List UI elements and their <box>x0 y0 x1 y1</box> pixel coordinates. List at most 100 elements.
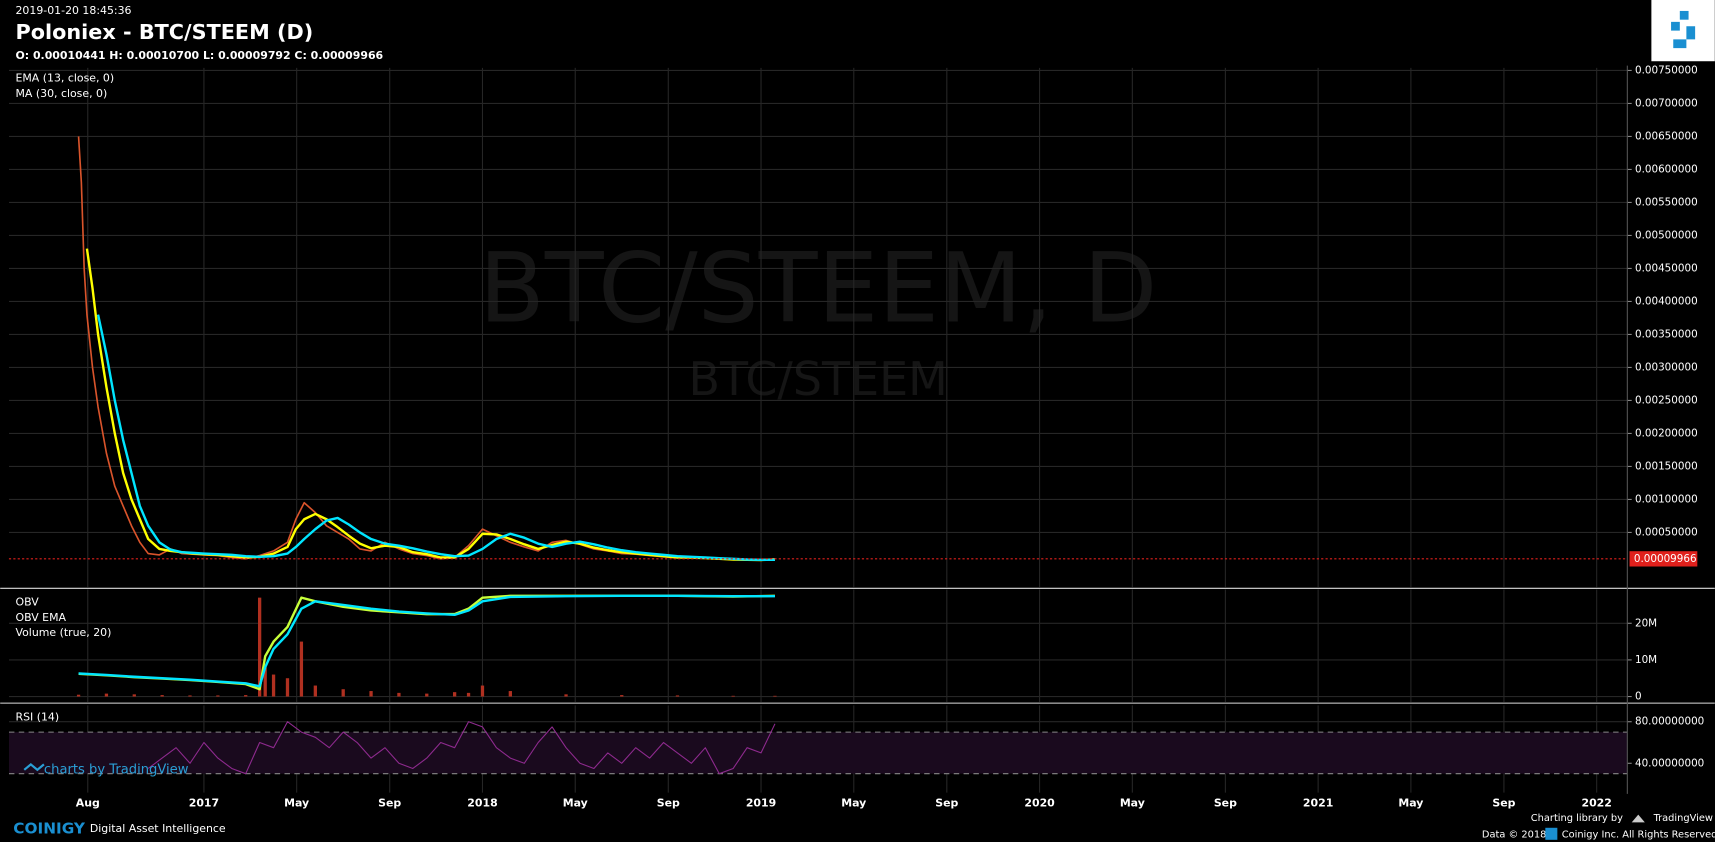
y-tick-label: 0.00300000 <box>1635 361 1698 373</box>
coinigy-logo <box>1651 0 1715 62</box>
volume-bar <box>104 693 109 697</box>
x-tick-label: May <box>1398 797 1423 810</box>
x-tick-label: May <box>841 797 866 810</box>
volume-bar <box>466 692 471 697</box>
x-tick-label: Sep <box>935 797 958 810</box>
line <box>96 314 775 562</box>
volume-bar <box>480 685 485 697</box>
volume-bar <box>564 694 568 697</box>
legend-entry: Volume (true, 20) <box>16 626 112 639</box>
volume-bar <box>244 695 248 697</box>
y-tick-label: 0.00150000 <box>1635 460 1698 472</box>
y-tick-label: 0.00550000 <box>1635 196 1698 208</box>
volume-bar <box>160 695 164 697</box>
y-tick-label: 40.00000000 <box>1635 757 1704 769</box>
volume-bar <box>731 695 735 697</box>
tv-icon <box>1631 814 1645 823</box>
y-tick-label: 10M <box>1635 654 1657 666</box>
legend-entry: OBV <box>16 596 40 609</box>
volume-bar <box>285 678 290 697</box>
ohlc: O: 0.00010441 H: 0.00010700 L: 0.0000979… <box>16 49 384 62</box>
y-tick-label: 0.00250000 <box>1635 394 1698 406</box>
y-tick-label: 0.00050000 <box>1635 526 1698 538</box>
legend-entry: OBV EMA <box>16 611 67 624</box>
volume-bar <box>188 695 192 697</box>
x-tick-label: May <box>284 797 309 810</box>
logo-square <box>1679 10 1689 20</box>
volume-bar <box>257 597 262 697</box>
volume-bar <box>425 693 429 697</box>
y-tick-label: 80.00000000 <box>1635 716 1704 728</box>
plot-layer: 0.00050000 0.00100000 0.00150000 0.00200000… <box>8 64 1704 810</box>
y-tick-label: 0.00600000 <box>1635 163 1698 175</box>
volume-bar <box>508 691 512 697</box>
last-price-box <box>1629 551 1698 567</box>
rights: Coinigy Inc. All Rights Reserved. <box>1562 829 1715 840</box>
volume-bar <box>675 695 680 697</box>
tagline: Digital Asset Intelligence <box>90 822 226 835</box>
x-tick-label: 2018 <box>467 797 497 810</box>
tradingview-credit: TradingView <box>1653 813 1713 824</box>
coinigy-icon <box>1545 827 1558 840</box>
volume-bar <box>216 695 220 697</box>
logo-bg <box>1651 0 1715 62</box>
legend-entry: EMA (13, close, 0) <box>16 72 115 85</box>
x-tick-label: 2021 <box>1303 797 1333 810</box>
volume-bar <box>369 691 373 697</box>
x-tick-label: 2019 <box>746 797 776 810</box>
volume-bar <box>452 692 457 697</box>
x-tick-label: May <box>563 797 588 810</box>
volume-bar <box>271 674 276 697</box>
logo-square <box>1671 21 1680 31</box>
volume-bar <box>299 641 304 697</box>
y-tick-label: 0.00750000 <box>1635 64 1698 76</box>
line <box>147 721 776 775</box>
volume-bar <box>132 694 136 697</box>
y-tick-label: 0.00650000 <box>1635 130 1698 142</box>
volume-bar <box>341 689 345 697</box>
tv-badge-icon <box>23 762 45 772</box>
watermark-main: BTC/STEEM, D <box>479 233 1157 345</box>
volume-bar <box>620 695 624 697</box>
legend-entry: RSI (14) <box>16 710 60 723</box>
y-tick-label: 0.00200000 <box>1635 427 1698 439</box>
x-tick-label: Sep <box>1214 797 1237 810</box>
x-tick-label: Aug <box>76 797 100 810</box>
last-price-label: 0.00009966 <box>1634 553 1697 565</box>
line <box>78 594 775 688</box>
data-credit: Data © 2018 <box>1482 829 1547 840</box>
x-tick-label: Sep <box>1492 797 1515 810</box>
volume-bar <box>263 667 267 697</box>
rsi-band <box>8 732 1628 774</box>
line <box>85 248 776 562</box>
x-tick-label: 2022 <box>1581 797 1611 810</box>
volume-bar <box>773 695 777 697</box>
y-tick-label: 0.00100000 <box>1635 493 1698 505</box>
pane <box>8 589 1628 703</box>
legend-entry: MA (30, close, 0) <box>16 87 108 100</box>
x-tick-label: 2017 <box>189 797 219 810</box>
logo-square <box>1686 26 1696 40</box>
volume-bar <box>313 685 317 697</box>
y-tick-label: 0.00400000 <box>1635 295 1698 307</box>
x-tick-label: May <box>1120 797 1145 810</box>
charting-credit: Charting library by <box>1531 813 1623 824</box>
y-tick-label: 0.00450000 <box>1635 262 1698 274</box>
volume-bar <box>76 694 81 697</box>
y-tick-label: 0.00700000 <box>1635 97 1698 109</box>
pane <box>8 67 1628 588</box>
x-tick-label: Sep <box>657 797 680 810</box>
chart-title: Poloniex - BTC/STEEM (D) <box>16 20 314 44</box>
brand: COINIGY <box>13 819 86 837</box>
watermark-sub: BTC/STEEM <box>689 352 948 406</box>
timestamp: 2019-01-20 18:45:36 <box>16 4 132 17</box>
x-tick-label: Sep <box>378 797 401 810</box>
y-tick-label: 0 <box>1635 691 1642 703</box>
logo-square <box>1673 39 1687 49</box>
y-tick-label: 0.00500000 <box>1635 229 1698 241</box>
x-tick-label: 2020 <box>1024 797 1055 810</box>
y-tick-label: 0.00350000 <box>1635 328 1698 340</box>
